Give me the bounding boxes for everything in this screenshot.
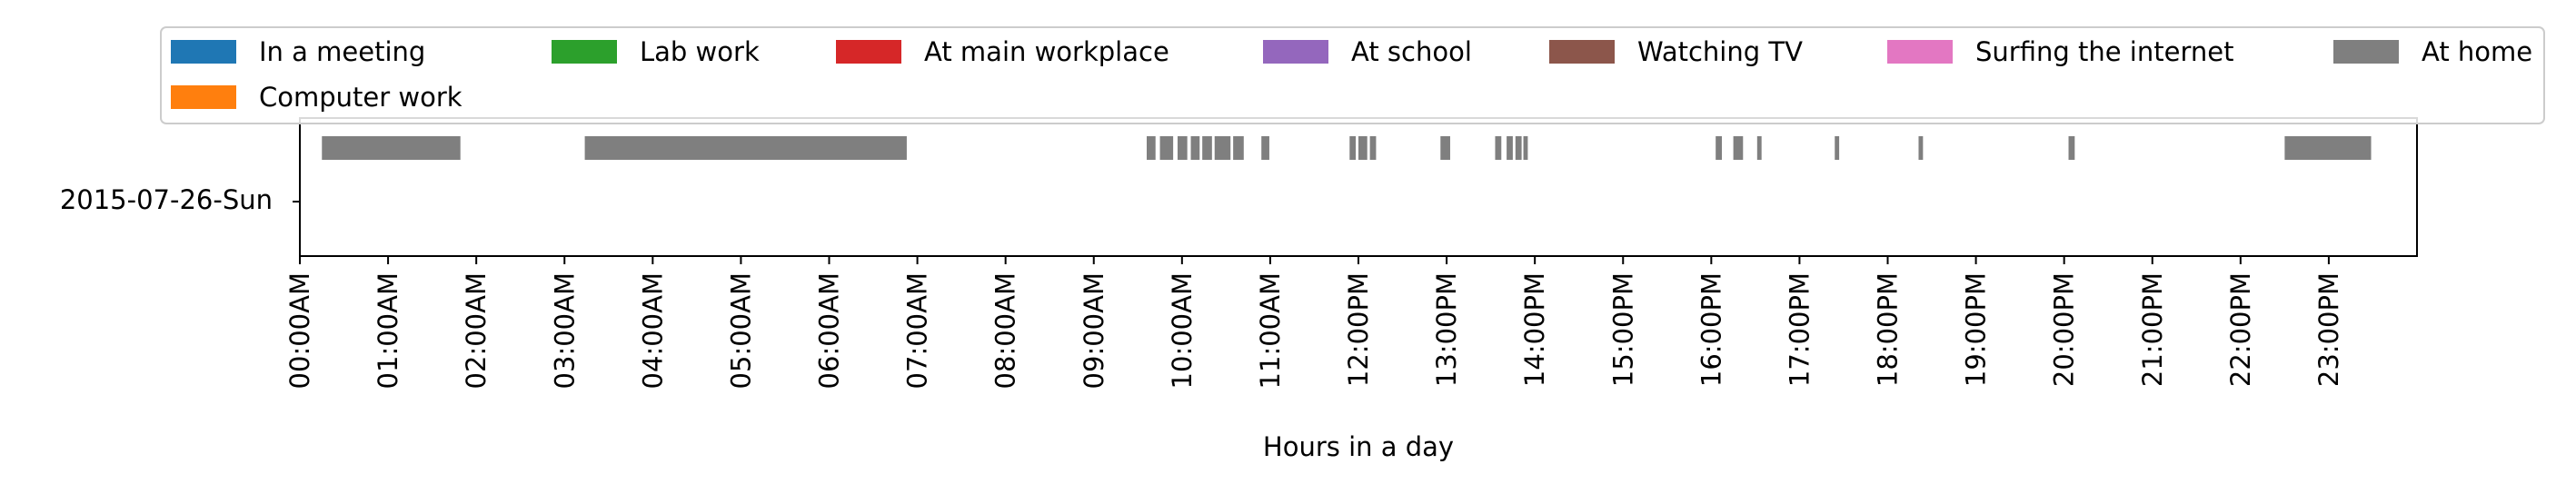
segment-at-home-20 (1733, 136, 1744, 160)
legend-label-lab-work: Lab work (640, 36, 760, 67)
segment-at-home-1 (322, 136, 461, 160)
y-axis: 2015-07-26-Sun (60, 184, 300, 215)
legend-swatch-at-school (1263, 40, 1328, 64)
x-tick-label-12: 12:00PM (1343, 272, 1374, 387)
segment-at-home-13 (1369, 136, 1377, 160)
segment-at-home-24 (2068, 136, 2075, 160)
x-tick-label-15: 15:00PM (1607, 272, 1638, 387)
x-tick-label-13: 13:00PM (1431, 272, 1462, 387)
legend-swatch-in-a-meeting (171, 40, 236, 64)
legend: In a meeting Lab work At main workplace At … (160, 26, 2545, 124)
segment-at-home-5 (1177, 136, 1188, 160)
legend-swatch-at-home (2333, 40, 2399, 64)
x-tick-label-4: 04:00AM (637, 272, 668, 389)
segment-at-home-22 (1835, 136, 1840, 160)
x-tick-label-20: 20:00PM (2049, 272, 2080, 387)
x-tick-label-6: 06:00AM (814, 272, 845, 389)
legend-swatch-computer-work (171, 85, 236, 109)
x-tick-label-7: 07:00AM (902, 272, 933, 389)
segment-at-home-18 (1523, 136, 1528, 160)
segment-at-home-14 (1440, 136, 1450, 160)
segment-at-home-4 (1159, 136, 1174, 160)
x-tick-label-3: 03:00AM (549, 272, 580, 389)
segment-at-home-11 (1349, 136, 1357, 160)
x-tick-label-1: 01:00AM (373, 272, 403, 389)
segment-at-home-21 (1756, 136, 1762, 160)
segments-layer (322, 136, 2372, 160)
x-tick-label-11: 11:00AM (1255, 272, 1286, 389)
segment-at-home-7 (1202, 136, 1212, 160)
segment-at-home-17 (1515, 136, 1522, 160)
segment-at-home-23 (1918, 136, 1924, 160)
segment-at-home-2 (584, 136, 907, 160)
segment-at-home-8 (1214, 136, 1231, 160)
legend-label-at-home: At home (2422, 36, 2532, 67)
legend-swatch-lab-work (552, 40, 617, 64)
segment-at-home-12 (1358, 136, 1368, 160)
x-tick-label-14: 14:00PM (1519, 272, 1550, 387)
legend-label-surfing-the-internet: Surfing the internet (1975, 36, 2233, 67)
segment-at-home-16 (1507, 136, 1513, 160)
x-tick-label-8: 08:00AM (990, 272, 1021, 389)
x-tick-label-19: 19:00PM (1961, 272, 1992, 387)
x-tick-label-22: 22:00PM (2225, 272, 2256, 387)
legend-label-at-main-workplace: At main workplace (924, 36, 1169, 67)
y-tick-label: 2015-07-26-Sun (60, 184, 273, 215)
x-tick-label-17: 17:00PM (1784, 272, 1815, 387)
legend-label-computer-work: Computer work (259, 82, 462, 113)
x-axis: 00:00AM 01:00AM 02:00AM 03:00AM 04:00AM 05:00… (284, 256, 2344, 389)
x-tick-label-9: 09:00AM (1079, 272, 1109, 389)
segment-at-home-25 (2284, 136, 2372, 160)
x-tick-label-5: 05:00AM (725, 272, 756, 389)
segment-at-home-15 (1495, 136, 1502, 160)
legend-label-in-a-meeting: In a meeting (259, 36, 425, 67)
x-tick-label-10: 10:00AM (1167, 272, 1198, 389)
segment-at-home-10 (1261, 136, 1269, 160)
legend-swatch-surfing-the-internet (1887, 40, 1953, 64)
x-axis-label: Hours in a day (1263, 431, 1454, 462)
segment-at-home-9 (1233, 136, 1244, 160)
legend-label-watching-tv: Watching TV (1637, 36, 1803, 67)
x-tick-label-16: 16:00PM (1696, 272, 1726, 387)
legend-swatch-at-main-workplace (836, 40, 901, 64)
legend-swatch-watching-tv (1549, 40, 1615, 64)
legend-label-at-school: At school (1351, 36, 1472, 67)
x-tick-label-18: 18:00PM (1873, 272, 1904, 387)
segment-at-home-3 (1147, 136, 1156, 160)
x-tick-label-0: 00:00AM (284, 272, 315, 389)
segment-at-home-19 (1716, 136, 1722, 160)
x-tick-label-23: 23:00PM (2313, 272, 2344, 387)
x-tick-label-21: 21:00PM (2137, 272, 2168, 387)
segment-at-home-6 (1190, 136, 1200, 160)
x-tick-label-2: 02:00AM (461, 272, 492, 389)
